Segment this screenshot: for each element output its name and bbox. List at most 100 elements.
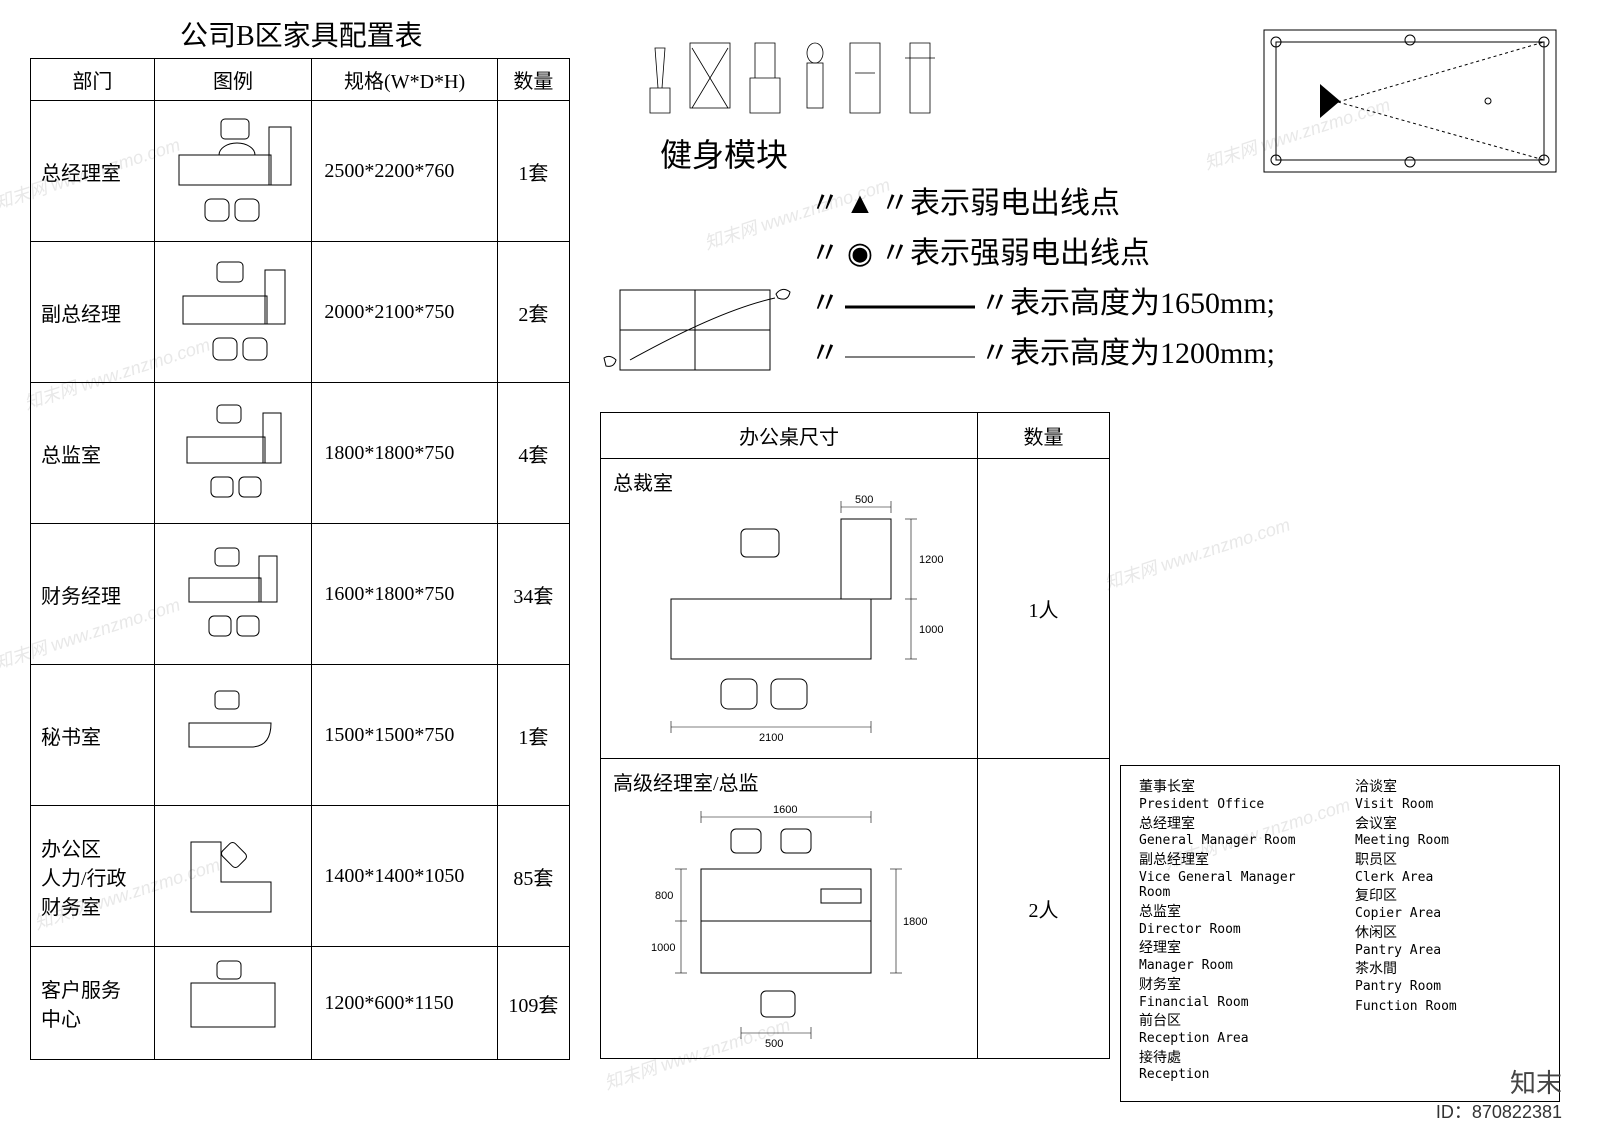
dept-cell: 秘书室: [31, 665, 155, 806]
spec-cell: 1400*1400*1050: [312, 806, 498, 947]
quote-icon: 〃: [810, 180, 840, 228]
quote-icon: 〃: [880, 180, 910, 228]
quote-icon: 〃: [980, 280, 1010, 328]
room-en: Financial Room: [1139, 995, 1325, 1011]
room-en: Function Room: [1355, 999, 1541, 1015]
room-label: 高级经理室/总监: [613, 767, 759, 796]
diagram-cell: [154, 806, 312, 947]
room-zh: 洽谈室: [1355, 780, 1541, 797]
desk-qty-cell: 2人: [977, 759, 1109, 1059]
furniture-config-table: 部门 图例 规格(W*D*H) 数量 总经理室 2500*2200*760 1套…: [30, 58, 570, 1060]
legend-row: 〃 ▲ 〃 表示弱电出线点: [810, 180, 1275, 228]
spec-cell: 1200*600*1150: [312, 947, 498, 1060]
dim-label: 1000: [651, 942, 675, 954]
table-row: 总经理室 2500*2200*760 1套: [31, 101, 570, 242]
desk-size-table: 办公桌尺寸 数量 总裁室 2100 120: [600, 412, 1110, 1059]
pool-table-icon: [1260, 26, 1560, 176]
table-row: 秘书室 1500*1500*750 1套: [31, 665, 570, 806]
qty-cell: 85套: [497, 806, 569, 947]
president-desk-icon: 2100 1200 1000 500: [611, 469, 961, 749]
legend-row: 〃 ◉ 〃 表示强弱电出线点: [810, 230, 1275, 278]
room-zh: 总经理室: [1139, 817, 1325, 834]
desk-plan-icon: [161, 671, 301, 799]
room-en: Pantry Area: [1355, 943, 1541, 959]
spec-cell: 2000*2100*750: [312, 242, 498, 383]
legend-block: 〃 ▲ 〃 表示弱电出线点 〃 ◉ 〃 表示强弱电出线点 〃 〃 表示高度为16…: [810, 180, 1275, 380]
th-spec: 规格(W*D*H): [312, 59, 498, 101]
room-zh: 茶水間: [1355, 962, 1541, 979]
legend-text: 表示高度为1200mm;: [1010, 330, 1275, 378]
room-zh: 复印区: [1355, 889, 1541, 906]
diagram-cell: [154, 947, 312, 1060]
dim-label: 1000: [919, 624, 943, 636]
room-zh: 会议室: [1355, 817, 1541, 834]
th-qty: 数量: [497, 59, 569, 101]
quote-icon: 〃: [880, 230, 910, 278]
desk-plan-icon: [161, 389, 301, 517]
th-dept: 部门: [31, 59, 155, 101]
room-en: General Manager Room: [1139, 833, 1325, 849]
qty-cell: 34套: [497, 524, 569, 665]
desk-diagram-cell: 高级经理室/总监 1600 800: [601, 759, 978, 1059]
desk-plan-icon: [161, 107, 301, 235]
quote-icon: 〃: [810, 280, 840, 328]
dept-cell: 总经理室: [31, 101, 155, 242]
th-desk-size: 办公桌尺寸: [601, 413, 978, 459]
room-en: Reception Area: [1139, 1031, 1325, 1047]
desk-plan-icon: [161, 248, 301, 376]
dept-cell: 总监室: [31, 383, 155, 524]
room-label: 总裁室: [613, 467, 673, 496]
dept-cell: 办公区 人力/行政 财务室: [31, 806, 155, 947]
dim-label: 1600: [773, 804, 797, 816]
room-zh: 总监室: [1139, 905, 1325, 922]
circle-dot-icon: ◉: [840, 230, 880, 278]
page-title: 公司B区家具配置表: [180, 14, 423, 54]
room-en: Director Room: [1139, 922, 1325, 938]
room-name-legend: 董事长室President Office 总经理室General Manager…: [1120, 765, 1560, 1102]
manager-desk-icon: 1600 800 1000 1800 500: [611, 769, 961, 1049]
gym-icon-row: [640, 28, 970, 128]
diagram-cell: [154, 383, 312, 524]
desk-diagram-cell: 总裁室 2100 1200 1000 500: [601, 459, 978, 759]
room-en: Clerk Area: [1355, 870, 1541, 886]
dim-label: 800: [655, 890, 673, 902]
room-zh: 经理室: [1139, 941, 1325, 958]
table-row: 高级经理室/总监 1600 800: [601, 759, 1110, 1059]
dim-label: 1800: [903, 916, 927, 928]
room-list-col: 董事长室President Office 总经理室General Manager…: [1139, 780, 1325, 1087]
legend-text: 表示强弱电出线点: [910, 230, 1150, 278]
dim-label: 500: [765, 1038, 783, 1049]
room-zh: 董事长室: [1139, 780, 1325, 797]
desk-plan-icon: [161, 530, 301, 658]
room-zh: 职员区: [1355, 853, 1541, 870]
diagram-cell: [154, 665, 312, 806]
qty-cell: 2套: [497, 242, 569, 383]
dept-cell: 财务经理: [31, 524, 155, 665]
qty-cell: 4套: [497, 383, 569, 524]
room-zh: 副总经理室: [1139, 853, 1325, 870]
quote-icon: 〃: [980, 330, 1010, 378]
diagram-cell: [154, 242, 312, 383]
diagram-cell: [154, 524, 312, 665]
th-diagram: 图例: [154, 59, 312, 101]
legend-text: 表示高度为1650mm;: [1010, 280, 1275, 328]
line-thick-icon: [840, 295, 980, 313]
qty-cell: 1套: [497, 665, 569, 806]
desk-plan-icon: [161, 812, 301, 940]
image-id: ID：870822381: [1436, 1098, 1562, 1124]
table-row: 副总经理 2000*2100*750 2套: [31, 242, 570, 383]
gym-label: 健身模块: [660, 130, 788, 176]
room-en: Pantry Room: [1355, 979, 1541, 995]
room-en: Copier Area: [1355, 906, 1541, 922]
qty-cell: 109套: [497, 947, 569, 1060]
table-row: 总裁室 2100 1200 1000 500: [601, 459, 1110, 759]
room-zh: 休闲区: [1355, 926, 1541, 943]
table-row: 总监室 1800*1800*750 4套: [31, 383, 570, 524]
legend-row: 〃 〃 表示高度为1200mm;: [810, 330, 1275, 378]
legend-row: 〃 〃 表示高度为1650mm;: [810, 280, 1275, 328]
table-row: 办公区 人力/行政 财务室 1400*1400*1050 85套: [31, 806, 570, 947]
dim-label: 1200: [919, 554, 943, 566]
spec-cell: 2500*2200*760: [312, 101, 498, 242]
room-en: Manager Room: [1139, 958, 1325, 974]
desk-qty-cell: 1人: [977, 459, 1109, 759]
